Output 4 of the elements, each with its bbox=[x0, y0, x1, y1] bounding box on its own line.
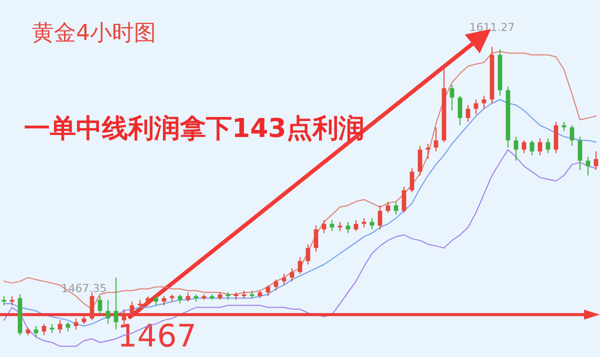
annotation: 1611.27 bbox=[469, 21, 515, 34]
annotation: 1467 bbox=[118, 318, 196, 355]
text: 一单中线利润拿下143点利润 bbox=[24, 114, 364, 144]
chart-title: 黄金4小时图 bbox=[32, 21, 156, 46]
